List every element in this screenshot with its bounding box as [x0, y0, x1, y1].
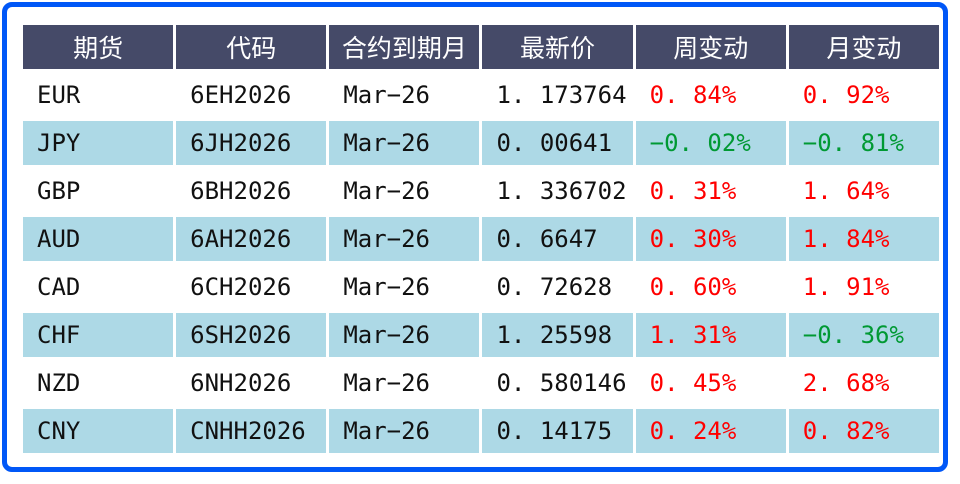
cell-futures: CNY [23, 409, 174, 453]
col-header-code: 代码 [176, 25, 327, 69]
table-header: 期货 代码 合约到期月 最新价 周变动 月变动 [23, 25, 939, 69]
col-header-futures: 期货 [23, 25, 174, 69]
cell-last-price: 1. 25598 [482, 313, 633, 357]
cell-expiry: Mar−26 [329, 121, 480, 165]
cell-last-price: 0. 580146 [482, 361, 633, 405]
table-row-chf: CHF 6SH2026 Mar−26 1. 25598 1. 31% −0. 3… [23, 313, 939, 357]
cell-month-change: 1. 64% [788, 169, 939, 213]
cell-expiry: Mar−26 [329, 73, 480, 117]
table-row-eur: EUR 6EH2026 Mar−26 1. 173764 0. 84% 0. 9… [23, 73, 939, 117]
header-row: 期货 代码 合约到期月 最新价 周变动 月变动 [23, 25, 939, 69]
cell-expiry: Mar−26 [329, 361, 480, 405]
cell-month-change: 0. 82% [788, 409, 939, 453]
cell-futures: JPY [23, 121, 174, 165]
col-header-week-change: 周变动 [635, 25, 786, 69]
cell-last-price: 0. 6647 [482, 217, 633, 261]
cell-futures: AUD [23, 217, 174, 261]
cell-code: 6EH2026 [176, 73, 327, 117]
table-row-aud: AUD 6AH2026 Mar−26 0. 6647 0. 30% 1. 84% [23, 217, 939, 261]
cell-week-change: 0. 24% [635, 409, 786, 453]
cell-last-price: 1. 173764 [482, 73, 633, 117]
cell-month-change: −0. 81% [788, 121, 939, 165]
cell-code: 6NH2026 [176, 361, 327, 405]
cell-month-change: 1. 91% [788, 265, 939, 309]
table-row-nzd: NZD 6NH2026 Mar−26 0. 580146 0. 45% 2. 6… [23, 361, 939, 405]
cell-futures: CHF [23, 313, 174, 357]
cell-week-change: 0. 60% [635, 265, 786, 309]
fx-futures-table: 期货 代码 合约到期月 最新价 周变动 月变动 EUR 6EH2026 Mar−… [20, 21, 942, 457]
cell-futures: NZD [23, 361, 174, 405]
cell-code: 6SH2026 [176, 313, 327, 357]
col-header-expiry-month: 合约到期月 [329, 25, 480, 69]
cell-week-change: 0. 30% [635, 217, 786, 261]
cell-week-change: 1. 31% [635, 313, 786, 357]
cell-week-change: 0. 84% [635, 73, 786, 117]
cell-month-change: 0. 92% [788, 73, 939, 117]
cell-last-price: 1. 336702 [482, 169, 633, 213]
cell-expiry: Mar−26 [329, 313, 480, 357]
cell-code: CNHH2026 [176, 409, 327, 453]
table-body: EUR 6EH2026 Mar−26 1. 173764 0. 84% 0. 9… [23, 73, 939, 453]
table-row-jpy: JPY 6JH2026 Mar−26 0. 00641 −0. 02% −0. … [23, 121, 939, 165]
cell-month-change: −0. 36% [788, 313, 939, 357]
cell-week-change: 0. 31% [635, 169, 786, 213]
cell-expiry: Mar−26 [329, 217, 480, 261]
cell-month-change: 2. 68% [788, 361, 939, 405]
cell-last-price: 0. 00641 [482, 121, 633, 165]
table-row-cad: CAD 6CH2026 Mar−26 0. 72628 0. 60% 1. 91… [23, 265, 939, 309]
table-frame: 期货 代码 合约到期月 最新价 周变动 月变动 EUR 6EH2026 Mar−… [2, 2, 948, 472]
cell-month-change: 1. 84% [788, 217, 939, 261]
cell-week-change: −0. 02% [635, 121, 786, 165]
cell-last-price: 0. 72628 [482, 265, 633, 309]
cell-expiry: Mar−26 [329, 265, 480, 309]
cell-expiry: Mar−26 [329, 409, 480, 453]
col-header-month-change: 月变动 [788, 25, 939, 69]
cell-code: 6BH2026 [176, 169, 327, 213]
table-row-gbp: GBP 6BH2026 Mar−26 1. 336702 0. 31% 1. 6… [23, 169, 939, 213]
cell-code: 6CH2026 [176, 265, 327, 309]
cell-expiry: Mar−26 [329, 169, 480, 213]
cell-last-price: 0. 14175 [482, 409, 633, 453]
cell-futures: GBP [23, 169, 174, 213]
cell-futures: EUR [23, 73, 174, 117]
cell-code: 6JH2026 [176, 121, 327, 165]
col-header-last-price: 最新价 [482, 25, 633, 69]
cell-code: 6AH2026 [176, 217, 327, 261]
cell-futures: CAD [23, 265, 174, 309]
cell-week-change: 0. 45% [635, 361, 786, 405]
table-row-cny: CNY CNHH2026 Mar−26 0. 14175 0. 24% 0. 8… [23, 409, 939, 453]
